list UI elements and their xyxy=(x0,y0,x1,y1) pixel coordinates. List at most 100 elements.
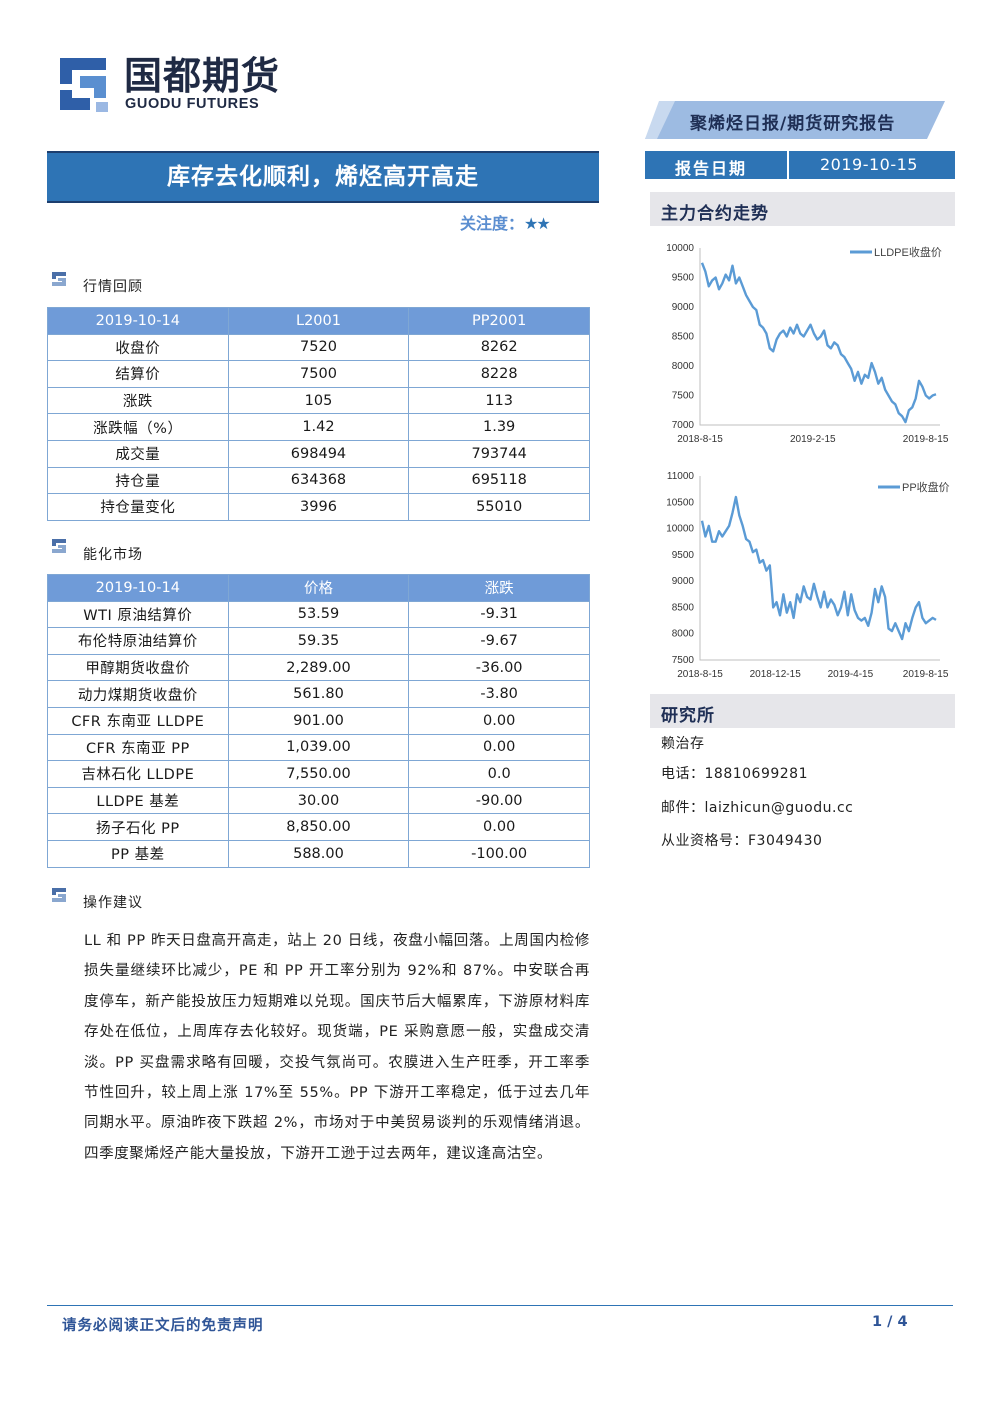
table-cell: 53.59 xyxy=(227,600,410,629)
series-line xyxy=(700,495,937,641)
focus-rating: 关注度：★★ xyxy=(460,210,551,234)
table-cell: 8262 xyxy=(408,333,590,362)
row-label: 持仓量 xyxy=(47,466,229,495)
table-cell: 105 xyxy=(227,386,410,415)
pp-price-chart: 7500 8000 8500 9000 9500 10000 10500 11000 2018-… xyxy=(666,471,950,680)
table-cell: -90.00 xyxy=(408,786,590,815)
series-line xyxy=(700,262,937,424)
table-header-row: 2019-10-14 L2001 PP2001 xyxy=(47,307,590,335)
table-cell: 1.39 xyxy=(408,413,590,441)
table-row: 持仓量变化 3996 55010 xyxy=(47,493,590,521)
table-cell: 634368 xyxy=(227,466,410,495)
row-label: 动力煤期货收盘价 xyxy=(47,680,229,708)
report-date-value: 2019-10-15 xyxy=(820,155,918,174)
table-row: 动力煤期货收盘价 561.80 -3.80 xyxy=(47,680,590,708)
chart-axis xyxy=(699,248,940,426)
row-label: 扬子石化 PP xyxy=(47,813,229,841)
table-cell: 55010 xyxy=(408,493,590,521)
table-cell: 7500 xyxy=(227,360,410,388)
table-cell: -3.80 xyxy=(408,680,590,708)
disclaimer-note: 请务必阅读正文后的免责声明 xyxy=(62,1318,264,1334)
report-type-label: 聚烯烃日报/期货研究报告 xyxy=(690,114,896,134)
x-tick-label: 2019-8-15 xyxy=(903,669,949,680)
table-header-cell: 价格 xyxy=(227,574,410,602)
y-tick-label: 11000 xyxy=(667,471,695,482)
table-cell: 0.0 xyxy=(408,760,590,788)
table-row: WTI 原油结算价 53.59 -9.31 xyxy=(47,600,590,629)
table-header-cell: PP2001 xyxy=(408,307,590,335)
advice-paragraph: LL 和 PP 昨天日盘高开高走，站上 20 日线，夜盘小幅回落。上周国内检修损… xyxy=(84,933,590,1162)
table-cell: 7520 xyxy=(227,333,410,362)
table-cell: 588.00 xyxy=(227,839,410,868)
table-cell: 1,039.00 xyxy=(227,733,410,762)
table-row: 布伦特原油结算价 59.35 -9.67 xyxy=(47,627,590,655)
y-tick-label: 9000 xyxy=(672,302,695,313)
table-header-cell: L2001 xyxy=(227,307,410,335)
date-divider xyxy=(787,151,789,179)
table-cell: 7,550.00 xyxy=(227,760,410,788)
row-label: LLDPE 基差 xyxy=(47,786,229,815)
title-bar xyxy=(47,151,599,203)
table-row: PP 基差 588.00 -100.00 xyxy=(47,839,590,868)
x-tick-label: 2019-4-15 xyxy=(828,669,874,680)
analyst-license: 从业资格号：F3049430 xyxy=(661,833,823,849)
table-header-row: 2019-10-14 价格 涨跌 xyxy=(47,574,590,602)
x-tick-label: 2019-2-15 xyxy=(790,434,836,445)
row-label: 成交量 xyxy=(47,439,229,468)
x-tick-label: 2019-8-15 xyxy=(903,434,949,445)
logo-english-name: GUODU FUTURES xyxy=(125,96,260,112)
research-panel-header xyxy=(650,694,955,728)
star-icon: ★★ xyxy=(524,214,551,233)
analyst-email: 邮件：laizhicun@guodu.cc xyxy=(661,800,854,816)
table-row: 吉林石化 LLDPE 7,550.00 0.0 xyxy=(47,760,590,788)
table-cell: 1.42 xyxy=(227,413,410,441)
table-cell: -36.00 xyxy=(408,653,590,682)
section-advice-label: 操作建议 xyxy=(83,895,143,911)
table-header-cell: 2019-10-14 xyxy=(47,574,229,602)
section-market-review-label: 行情回顾 xyxy=(83,279,143,295)
table-cell: 8228 xyxy=(408,360,590,388)
trend-panel-header xyxy=(650,192,955,226)
legend-label: LLDPE收盘价 xyxy=(874,245,942,259)
y-tick-label: 9000 xyxy=(672,576,695,587)
table-cell: 901.00 xyxy=(227,706,410,735)
y-tick-label: 9500 xyxy=(672,273,695,284)
y-tick-label: 8500 xyxy=(672,602,695,613)
table-row: 成交量 698494 793744 xyxy=(47,439,590,468)
row-label: 布伦特原油结算价 xyxy=(47,627,229,655)
table-row: 涨跌 105 113 xyxy=(47,386,590,415)
y-tick-label: 7500 xyxy=(672,391,695,402)
x-tick-label: 2018-8-15 xyxy=(677,434,723,445)
report-title: 库存去化顺利，烯烃高开高走 xyxy=(167,164,479,190)
table-row: 甲醇期货收盘价 2,289.00 -36.00 xyxy=(47,653,590,682)
table-cell: -100.00 xyxy=(408,839,590,868)
company-logo-icon xyxy=(60,58,108,112)
row-label: 持仓量变化 xyxy=(47,493,229,521)
table-cell: 3996 xyxy=(227,493,410,521)
row-label: 涨跌 xyxy=(47,386,229,415)
table-row: 涨跌幅（%） 1.42 1.39 xyxy=(47,413,590,441)
y-tick-label: 8500 xyxy=(672,332,695,343)
research-panel-title: 研究所 xyxy=(661,706,715,726)
market-review-table: 2019-10-14 L2001 PP2001 收盘价 7520 8262 结算价 7… xyxy=(47,307,590,521)
table-cell: 0.00 xyxy=(408,706,590,735)
section-bullet-icon xyxy=(52,539,66,553)
analyst-name: 赖治存 xyxy=(661,736,705,752)
energy-market-table: 2019-10-14 价格 涨跌 WTI 原油结算价 53.59 -9.31 布伦特… xyxy=(47,574,590,868)
table-row: CFR 东南亚 PP 1,039.00 0.00 xyxy=(47,733,590,762)
trend-panel-title: 主力合约走势 xyxy=(661,204,769,224)
y-tick-label: 9500 xyxy=(672,550,695,561)
table-cell: -9.67 xyxy=(408,627,590,655)
report-date-label: 报告日期 xyxy=(675,159,748,178)
lldpe-price-chart: 7000 7500 8000 8500 9000 9500 10000 2018-8-15 20… xyxy=(666,243,949,445)
section-bullet-icon xyxy=(52,888,66,902)
row-label: CFR 东南亚 PP xyxy=(47,733,229,762)
table-row: 扬子石化 PP 8,850.00 0.00 xyxy=(47,813,590,841)
y-tick-label: 10000 xyxy=(666,243,694,254)
y-tick-label: 8000 xyxy=(672,629,695,640)
row-label: 甲醇期货收盘价 xyxy=(47,653,229,682)
chart-axis xyxy=(699,476,940,661)
table-row: CFR 东南亚 LLDPE 901.00 0.00 xyxy=(47,706,590,735)
y-tick-label: 10500 xyxy=(666,497,694,508)
table-header-cell: 涨跌 xyxy=(408,574,590,602)
